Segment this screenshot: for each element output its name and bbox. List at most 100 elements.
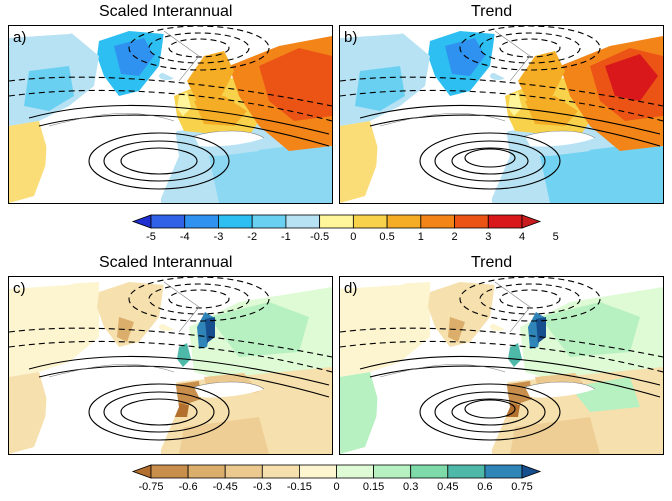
temperature-colorbar-tick-label: 0.5 — [379, 231, 395, 243]
negative-contour — [168, 38, 230, 58]
negative-contour — [479, 32, 581, 64]
norway-peak-region — [536, 317, 546, 343]
coastline — [379, 113, 506, 127]
precipitation-colorbar-swatch — [336, 464, 374, 479]
negative-contour — [148, 283, 250, 315]
precipitation-colorbar-swatch — [410, 464, 449, 479]
greenland-region — [97, 282, 164, 347]
greenland-coast-region — [448, 317, 465, 342]
precipitation-colorbar-left-arrow — [131, 464, 152, 479]
scandinavia-region — [518, 51, 565, 106]
russia-peak-region — [605, 54, 658, 101]
temperature-colorbar-tick-label: -4 — [179, 231, 190, 243]
sahel-region — [179, 417, 269, 454]
precipitation-colorbar-tick-label: 0.45 — [437, 481, 459, 493]
map-c-canvas — [9, 277, 332, 454]
atlantic-ocean — [368, 364, 510, 454]
precipitation-colorbar-tick-label: -0.15 — [286, 481, 312, 493]
negative-contour — [9, 327, 332, 358]
positive-contour — [464, 399, 516, 419]
positive-contour — [120, 398, 198, 426]
positive-contour — [369, 365, 661, 398]
coastline — [48, 113, 175, 127]
arctic-ocean — [340, 26, 430, 38]
precipitation-colorbar-swatch — [373, 464, 412, 479]
temperature-colorbar-tick-label: 2 — [451, 231, 458, 243]
negative-contour — [459, 26, 601, 71]
temperature-colorbar-swatch — [218, 214, 253, 229]
precipitation-colorbar-tick-label: -0.6 — [178, 481, 198, 493]
map-b-canvas — [340, 26, 663, 203]
positive-contour — [38, 365, 330, 398]
panel-a-map: a) — [8, 25, 333, 204]
temperature-colorbar-swatch — [319, 214, 354, 229]
temperature-colorbar-tick-label: -1 — [281, 231, 291, 243]
negative-contour — [499, 38, 561, 58]
greenland-core-region — [114, 38, 154, 76]
arctic-ocean — [9, 26, 99, 38]
temperature-colorbar-swatch — [352, 214, 388, 229]
us-east-region — [9, 372, 49, 454]
coastline — [494, 281, 531, 333]
temperature-colorbar-swatch — [150, 214, 186, 229]
temperature-colorbar-tick-label: -5 — [146, 231, 156, 243]
panel-d-title: Trend — [471, 254, 513, 271]
coastline — [494, 30, 531, 82]
positive-contour — [28, 104, 330, 135]
positive-contour — [88, 132, 230, 190]
positive-contour — [419, 132, 561, 190]
negative-contour — [459, 277, 601, 322]
uk-region — [508, 343, 522, 367]
precipitation-colorbar-tick-label: 0 — [333, 481, 340, 493]
negative-contour — [340, 327, 663, 358]
uk-region — [177, 92, 191, 116]
canada-region — [9, 282, 99, 377]
negative-contour — [148, 32, 250, 64]
map-d-canvas — [340, 277, 663, 454]
precipitation-colorbar-tick-label: 0.75 — [511, 481, 533, 493]
positive-contour — [359, 355, 661, 386]
panel-b-map: b) — [339, 25, 664, 204]
atlantic-ocean — [37, 364, 179, 454]
greenland-region — [428, 282, 495, 347]
precipitation-colorbar-swatch — [484, 464, 523, 479]
positive-contour — [451, 398, 529, 426]
negative-contour — [128, 26, 270, 71]
negative-contour — [9, 89, 332, 122]
norway-peak-region — [205, 317, 215, 343]
temperature-colorbar-swatch — [454, 214, 489, 229]
negative-contour — [479, 283, 581, 315]
temperature-colorbar-swatch — [420, 214, 455, 229]
negative-contour — [9, 340, 332, 373]
positive-contour — [103, 140, 215, 182]
north-europe-region — [209, 302, 309, 357]
positive-contour — [359, 104, 661, 135]
panel-c-label: c) — [13, 280, 26, 297]
temperature-colorbar-tick-label: -3 — [213, 231, 224, 243]
coastline — [163, 30, 200, 82]
us-east-region — [340, 372, 380, 454]
coastline — [193, 381, 265, 390]
greenland-core-region — [445, 38, 485, 76]
panel-a-title: Scaled Interannual — [99, 3, 233, 20]
us-east-region — [9, 121, 49, 203]
sahel-region — [510, 417, 600, 454]
positive-contour — [451, 147, 529, 175]
precipitation-colorbar-swatch — [187, 464, 226, 479]
greenland-coast-region — [117, 317, 134, 342]
negative-contour — [168, 289, 230, 309]
precipitation-colorbar-swatch — [150, 464, 189, 479]
temperature-colorbar-tick-label: 1 — [417, 231, 424, 243]
panel-c-title: Scaled Interannual — [99, 254, 233, 271]
russia-core-region — [259, 48, 332, 121]
positive-contour — [38, 114, 330, 147]
us-east-region — [340, 121, 380, 203]
temperature-colorbar-swatch — [386, 214, 422, 229]
positive-contour — [419, 383, 561, 441]
precipitation-colorbar-tick-label: -0.3 — [252, 481, 272, 493]
temperature-colorbar-tick-label: -0.5 — [310, 231, 330, 243]
map-a-canvas — [9, 26, 332, 203]
coastline — [163, 281, 200, 333]
temperature-colorbar-tick-label: 0 — [350, 231, 357, 243]
temperature-colorbar: -5 -4 -3 -2 -1 -0.5 0 0.5 1 2 3 4 5 — [0, 212, 672, 246]
